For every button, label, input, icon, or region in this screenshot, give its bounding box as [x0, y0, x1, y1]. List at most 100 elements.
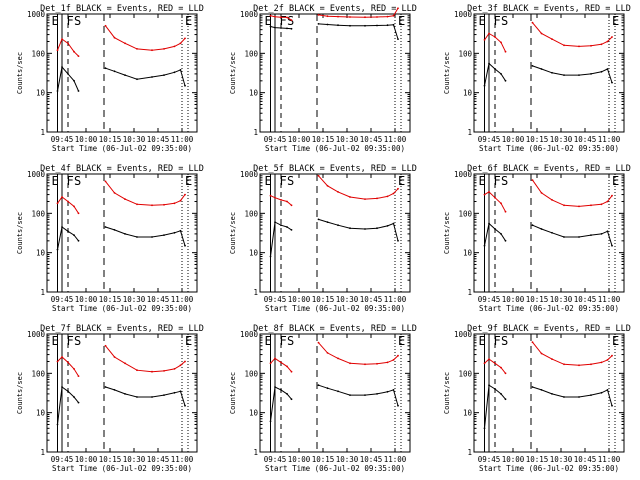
data-point — [376, 227, 378, 230]
event-marker-label: F — [494, 334, 501, 348]
data-point — [179, 199, 182, 202]
y-tick-label: 10 — [249, 89, 259, 98]
x-tick-label: 10:00 — [502, 135, 525, 144]
y-tick-label: 1 — [467, 128, 472, 137]
x-axis-label: Start Time (06-Jul-02 09:35:00) — [265, 144, 405, 153]
data-point — [364, 363, 366, 366]
series-line-events — [484, 62, 613, 86]
data-point — [563, 74, 565, 76]
chart-title: Det_5f BLACK = Events, RED = LLD — [253, 164, 417, 174]
data-point — [56, 90, 59, 92]
chart-panel-8: Det_8f BLACK = Events, RED = LLD 1 10 100 10… — [229, 324, 417, 473]
x-tick-label: 11:00 — [598, 135, 621, 144]
data-point — [184, 37, 186, 40]
data-point — [61, 386, 63, 388]
data-point — [326, 15, 329, 18]
data-point — [274, 26, 276, 29]
data-point — [113, 192, 116, 194]
data-point — [611, 404, 613, 407]
data-point — [500, 366, 502, 369]
data-point — [590, 363, 592, 366]
data-point — [504, 79, 507, 82]
x-tick-label: 09:45 — [478, 295, 501, 304]
y-tick-label: 1 — [253, 448, 258, 457]
data-point — [337, 24, 339, 27]
data-point — [113, 36, 116, 39]
data-point — [578, 45, 580, 48]
x-tick-label: 10:30 — [550, 455, 573, 464]
data-point — [488, 358, 490, 360]
data-point — [376, 24, 378, 27]
data-point — [136, 203, 138, 206]
x-tick-label: 10:15 — [312, 135, 335, 144]
data-point — [488, 32, 490, 35]
y-axis-label: Counts/sec — [16, 372, 24, 414]
data-point — [488, 191, 490, 193]
data-point — [563, 236, 565, 238]
data-point — [349, 227, 351, 230]
series-line-lld — [57, 345, 186, 377]
data-point — [274, 196, 276, 199]
data-point — [531, 65, 534, 67]
y-tick-label: 1000 — [240, 10, 259, 19]
data-point — [349, 196, 351, 198]
data-point — [104, 226, 107, 228]
data-point — [551, 38, 553, 40]
y-tick-label: 10 — [463, 89, 473, 98]
data-point — [269, 420, 272, 423]
event-marker-label: F — [67, 174, 74, 188]
x-tick-label: 09:45 — [51, 455, 74, 464]
plot-frame — [46, 173, 198, 293]
data-point — [77, 212, 80, 215]
data-point — [504, 398, 507, 401]
x-tick-label: 10:45 — [360, 295, 383, 304]
data-point — [151, 396, 153, 398]
data-point — [113, 70, 116, 73]
series-line-events — [484, 384, 613, 429]
data-point — [337, 15, 339, 18]
data-point — [163, 234, 165, 236]
data-point — [269, 194, 272, 197]
x-tick-label: 10:30 — [123, 295, 146, 304]
event-marker-label: S — [501, 174, 508, 188]
x-tick-label: 11:00 — [384, 295, 407, 304]
x-tick-label: 10:45 — [147, 455, 170, 464]
y-tick-label: 1 — [253, 288, 258, 297]
x-tick-label: 10:30 — [550, 135, 573, 144]
y-tick-label: 100 — [244, 369, 258, 378]
x-tick-label: 11:00 — [171, 455, 194, 464]
data-point — [386, 24, 389, 27]
data-point — [337, 224, 339, 227]
data-point — [531, 21, 534, 24]
data-point — [274, 386, 276, 388]
plot-frame — [46, 13, 198, 133]
data-point — [280, 16, 282, 19]
chart-panel-5: Det_5f BLACK = Events, RED = LLD 1 10 100 10… — [229, 164, 417, 313]
data-point — [136, 48, 138, 50]
event-marker-label: E — [52, 174, 59, 188]
x-tick-label: 10:30 — [550, 295, 573, 304]
chart-title: Det_7f BLACK = Events, RED = LLD — [40, 324, 204, 334]
data-point — [326, 387, 329, 390]
data-point — [269, 362, 272, 365]
data-point — [56, 248, 59, 251]
data-point — [578, 74, 580, 76]
y-axis-label: Counts/sec — [16, 52, 24, 94]
event-marker-label: S — [287, 14, 294, 28]
event-marker-label: E — [398, 14, 405, 28]
series-line-events — [270, 218, 399, 257]
x-tick-label: 11:00 — [598, 455, 621, 464]
data-point — [286, 226, 288, 228]
data-point — [179, 364, 182, 367]
data-point — [173, 45, 176, 48]
x-tick-label: 09:45 — [264, 135, 287, 144]
data-point — [337, 390, 339, 393]
data-point — [61, 66, 63, 68]
data-point — [551, 231, 553, 234]
data-point — [280, 27, 282, 29]
event-marker-label: S — [501, 14, 508, 28]
data-point — [386, 195, 389, 198]
data-point — [56, 360, 59, 363]
data-point — [290, 229, 293, 231]
data-point — [67, 390, 69, 393]
